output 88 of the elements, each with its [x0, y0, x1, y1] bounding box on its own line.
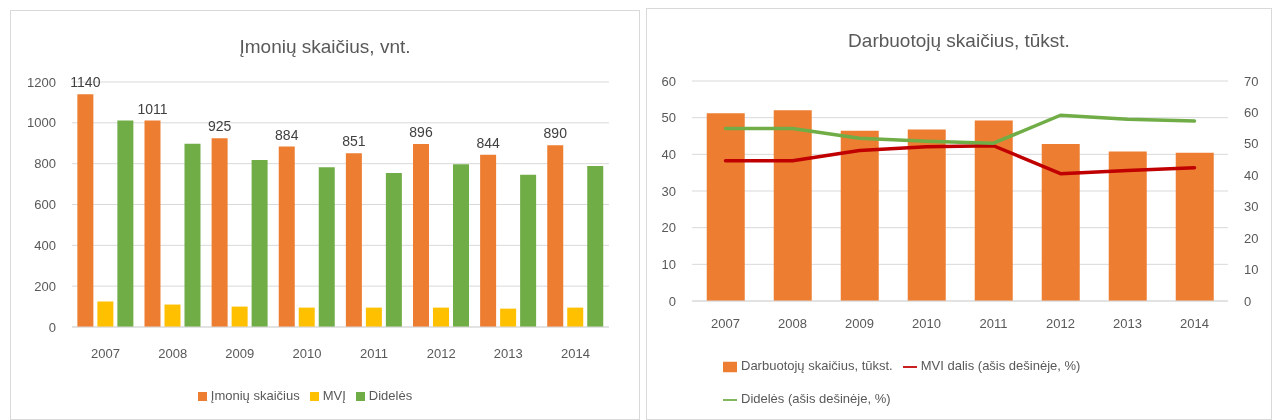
data-label: 1140: [70, 74, 101, 91]
bar: [144, 120, 161, 327]
x-tick-label: 2014: [560, 346, 590, 362]
y2-tick-label: 30: [1244, 199, 1259, 215]
x-tick-label: 2009: [845, 316, 874, 332]
legend-label: Didelės: [368, 388, 413, 403]
y-tick-label: 800: [34, 156, 56, 172]
data-label: 1011: [137, 100, 168, 117]
bar: [453, 164, 469, 327]
legend-label: Įmonių skaičius: [210, 388, 300, 403]
bar: [211, 138, 228, 327]
line-series: [723, 113, 1197, 145]
data-label: 884: [275, 126, 299, 143]
y2-tick-label: 70: [1244, 73, 1259, 89]
bar: [1175, 152, 1214, 301]
bar: [184, 143, 201, 327]
x-tick-label: 2007: [711, 316, 740, 332]
bar: [547, 145, 564, 327]
y-tick-label: 0: [668, 293, 676, 309]
legend-label: MVĮ: [322, 388, 346, 403]
bar: [520, 174, 537, 327]
y2-tick-label: 40: [1244, 167, 1259, 183]
bar: [480, 154, 497, 327]
y2-tick-label: 50: [1244, 136, 1259, 152]
line-series: [723, 143, 1197, 176]
y-tick-label: 1000: [27, 115, 56, 131]
x-tick-label: 2012: [1046, 316, 1075, 332]
bar: [345, 153, 362, 327]
x-tick-label: 2011: [979, 316, 1008, 332]
data-label: 890: [543, 125, 568, 142]
y-tick-label: 10: [661, 256, 676, 272]
bar: [587, 165, 604, 327]
bar: [1041, 144, 1080, 301]
bar: [298, 307, 315, 327]
x-tick-label: 2013: [1113, 316, 1142, 332]
bar: [433, 307, 449, 327]
y-tick-label: 30: [661, 183, 676, 199]
data-label: 851: [342, 133, 366, 150]
legend-label: Didelės (ašis dešinėje, %): [741, 391, 891, 406]
chart-title: Įmonių skaičius, vnt.: [238, 36, 412, 58]
bar: [77, 94, 94, 327]
bar: [567, 307, 584, 327]
bar: [231, 306, 248, 327]
data-label: 925: [207, 118, 232, 135]
x-tick-label: 2014: [1180, 316, 1209, 332]
x-tick-label: 2008: [158, 346, 188, 362]
x-tick-label: 2008: [778, 316, 807, 332]
bar: [706, 113, 745, 301]
bar: [251, 159, 268, 327]
bar: [1108, 151, 1147, 301]
y2-tick-label: 20: [1244, 230, 1259, 246]
x-tick-label: 2010: [292, 346, 322, 362]
x-tick-label: 2012: [426, 346, 456, 362]
legend-label: Darbuotojų skaičius, tūkst.: [741, 358, 893, 373]
legend-label: MVI dalis (ašis dešinėje, %): [920, 358, 1081, 373]
y2-tick-label: 60: [1244, 105, 1259, 121]
bar: [907, 129, 946, 301]
bar: [773, 110, 812, 301]
bar: [164, 304, 181, 327]
x-tick-label: 2013: [493, 346, 523, 362]
bar: [117, 120, 134, 327]
bar: [385, 173, 402, 327]
y2-tick-label: 10: [1244, 262, 1259, 278]
bar: [97, 301, 114, 327]
data-label: 844: [476, 134, 501, 151]
bar: [365, 307, 382, 327]
chart-title: Darbuotojų skaičius, tūkst.: [847, 30, 1071, 52]
y-tick-label: 40: [661, 146, 676, 162]
bar: [974, 120, 1013, 301]
y-tick-label: 200: [34, 278, 56, 294]
y2-tick-label: 0: [1244, 293, 1252, 309]
y-tick-label: 60: [661, 73, 676, 89]
x-tick-label: 2007: [91, 346, 121, 362]
bar: [840, 130, 879, 301]
y-tick-label: 50: [661, 110, 676, 126]
x-tick-label: 2011: [360, 346, 389, 362]
y-tick-label: 0: [48, 319, 56, 335]
x-tick-label: 2010: [912, 316, 941, 332]
y-tick-label: 20: [661, 220, 676, 236]
bar: [278, 146, 295, 327]
y-tick-label: 400: [34, 237, 56, 253]
bar: [318, 167, 335, 327]
bar: [413, 144, 429, 327]
x-tick-label: 2009: [225, 346, 255, 362]
bar: [500, 308, 517, 327]
y-tick-label: 1200: [27, 74, 56, 90]
y-tick-label: 600: [34, 197, 56, 213]
data-label: 896: [409, 124, 433, 141]
